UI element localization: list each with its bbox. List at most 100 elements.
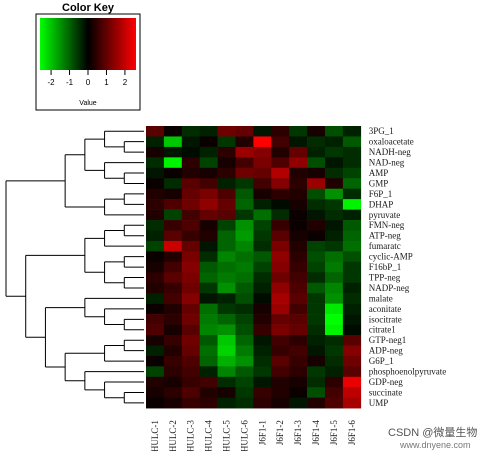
heatmap-cell (325, 314, 344, 325)
heatmap-cell (181, 157, 200, 169)
row-label: phosphoenolpyruvate (369, 367, 446, 377)
heatmap-cell (235, 324, 254, 336)
heatmap-cell (217, 261, 236, 273)
heatmap-cell (307, 230, 326, 242)
heatmap-cell (181, 220, 200, 231)
heatmap-cell (146, 146, 165, 158)
heatmap-cell (325, 397, 344, 409)
heatmap-cell (271, 209, 290, 221)
heatmap-cell (146, 335, 165, 346)
heatmap-cell (342, 199, 362, 210)
heatmap-cell (342, 240, 362, 252)
color-key-tick-label: 1 (104, 78, 109, 87)
heatmap-cell (199, 335, 218, 346)
heatmap-cell (307, 314, 326, 325)
heatmap-cell (217, 376, 236, 388)
heatmap-cell (181, 240, 200, 252)
heatmap-cell (325, 157, 344, 169)
row-label: cyclic-AMP (369, 252, 413, 262)
heatmap-cell (146, 199, 165, 210)
heatmap-cell (307, 240, 326, 252)
heatmap-cell (199, 282, 218, 294)
column-label: HULC-6 (239, 420, 249, 451)
watermark-url: www.dnyene.com (399, 440, 471, 450)
heatmap-cell (146, 366, 165, 378)
heatmap-cell (146, 282, 165, 294)
row-label: 3PG_1 (369, 126, 394, 136)
row-label: F6P_1 (369, 189, 393, 199)
row-labels: 3PG_1oxaloacetateNADH-negNAD-negAMPGMPF6… (369, 126, 446, 408)
heatmap-cell (253, 293, 272, 304)
heatmap-cell (163, 220, 183, 231)
heatmap-cell (217, 199, 236, 210)
heatmap-cell (235, 314, 254, 325)
heatmap-cell (235, 397, 254, 409)
heatmap-cell (163, 314, 183, 325)
heatmap-cell (253, 261, 272, 273)
row-label: pyruvate (369, 210, 401, 220)
row-label: FMN-neg (369, 220, 405, 230)
heatmap-cell (342, 324, 362, 336)
color-key-tick-label: 2 (123, 78, 128, 87)
heatmap-cell (181, 324, 200, 336)
heatmap-cell (199, 303, 218, 315)
heatmap-cell (289, 272, 308, 284)
column-label: HULC-2 (168, 420, 178, 451)
heatmap-cell (181, 387, 200, 398)
row-label: GMP (369, 178, 389, 188)
heatmap-cell (235, 376, 254, 388)
heatmap-cell (146, 230, 165, 242)
heatmap-cell (271, 314, 290, 325)
heatmap-cell (325, 209, 344, 221)
heatmap-cell (307, 261, 326, 273)
heatmap-cell (181, 282, 200, 294)
heatmap-cell (307, 146, 326, 158)
heatmap-cell (253, 345, 272, 357)
heatmap-cell (271, 303, 290, 315)
heatmap-cell (163, 261, 183, 273)
heatmap-cell (342, 272, 362, 284)
row-label: malate (369, 293, 393, 303)
color-key-gradient (40, 18, 136, 70)
heatmap-cell (217, 167, 236, 179)
heatmap-cell (253, 220, 272, 231)
heatmap-cell (253, 230, 272, 242)
column-label: J6F1-6 (347, 420, 357, 446)
heatmap-cell (235, 251, 254, 263)
heatmap-cell (307, 335, 326, 346)
heatmap-cell (199, 272, 218, 284)
heatmap-cell (146, 188, 165, 200)
heatmap-cell (163, 167, 183, 179)
heatmap-cell (289, 126, 308, 137)
heatmap-cell (146, 157, 165, 169)
row-label: G6P_1 (369, 356, 394, 366)
heatmap-cell (217, 240, 236, 252)
heatmap-cell (235, 303, 254, 315)
heatmap-cell (342, 335, 362, 346)
heatmap-cell (217, 230, 236, 242)
heatmap-cell (146, 220, 165, 231)
heatmap-cell (307, 199, 326, 210)
heatmap-cell (199, 126, 218, 137)
heatmap-cell (271, 366, 290, 378)
row-label: NADP-neg (369, 283, 410, 293)
heatmap-cell (253, 240, 272, 252)
heatmap-cell (199, 376, 218, 388)
heatmap-cell (271, 230, 290, 242)
heatmap-cell (235, 366, 254, 378)
heatmap-cell (271, 251, 290, 263)
heatmap-cell (181, 136, 200, 148)
heatmap-cell (271, 335, 290, 346)
column-label: J6F1-4 (311, 420, 321, 446)
heatmap-cell (181, 345, 200, 357)
heatmap-cell (253, 355, 272, 367)
heatmap-cell (342, 261, 362, 273)
heatmap-cell (217, 272, 236, 284)
heatmap-cell (253, 167, 272, 179)
heatmap-cell (289, 188, 308, 200)
column-label: HULC-1 (150, 420, 160, 451)
heatmap-cell (253, 303, 272, 315)
heatmap-cell (271, 220, 290, 231)
heatmap-cell (307, 209, 326, 221)
heatmap-cell (307, 167, 326, 179)
